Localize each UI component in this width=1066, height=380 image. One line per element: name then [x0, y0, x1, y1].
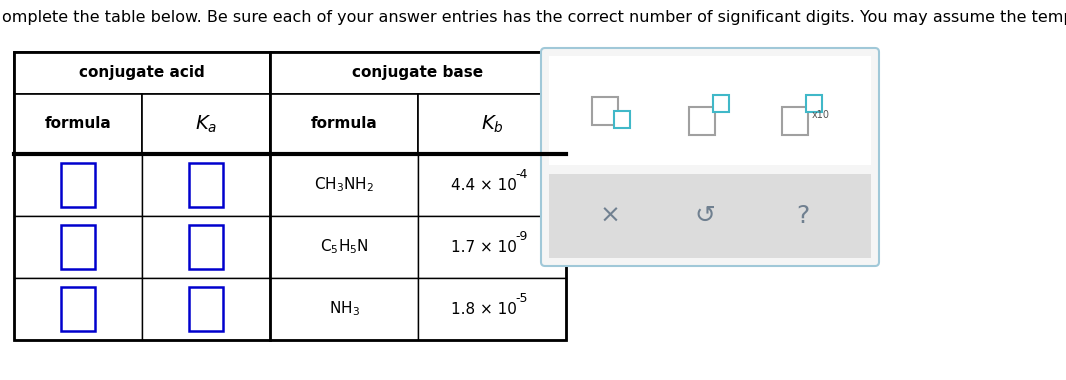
Bar: [418, 154, 566, 216]
Text: $\mathrm{NH_3}$: $\mathrm{NH_3}$: [328, 300, 359, 318]
Bar: [270, 52, 566, 94]
Bar: [782, 107, 808, 135]
Bar: [14, 52, 270, 94]
Bar: [549, 174, 871, 258]
Text: formula: formula: [45, 117, 111, 131]
Bar: [14, 94, 142, 154]
Bar: [270, 278, 418, 340]
Text: 4.4 × 10: 4.4 × 10: [451, 177, 517, 193]
Bar: [61, 225, 95, 269]
Bar: [713, 95, 729, 112]
Bar: [14, 216, 142, 278]
Text: ↺: ↺: [695, 204, 715, 228]
Text: x10: x10: [812, 109, 830, 120]
Bar: [689, 107, 715, 135]
Bar: [142, 94, 270, 154]
Text: $K_a$: $K_a$: [195, 113, 217, 135]
Bar: [592, 97, 618, 125]
Text: -9: -9: [516, 231, 528, 244]
FancyBboxPatch shape: [542, 48, 879, 266]
Text: 1.7 × 10: 1.7 × 10: [451, 239, 517, 255]
Bar: [189, 225, 223, 269]
Bar: [142, 216, 270, 278]
Bar: [189, 163, 223, 207]
Text: conjugate acid: conjugate acid: [79, 65, 205, 81]
Text: omplete the table below. Be sure each of your answer entries has the correct num: omplete the table below. Be sure each of…: [2, 10, 1066, 25]
Bar: [61, 287, 95, 331]
Bar: [270, 94, 418, 154]
Bar: [189, 287, 223, 331]
Bar: [614, 111, 630, 128]
Bar: [61, 163, 95, 207]
Bar: [270, 154, 418, 216]
Bar: [14, 154, 142, 216]
Text: ×: ×: [599, 204, 620, 228]
Bar: [418, 278, 566, 340]
Text: 1.8 × 10: 1.8 × 10: [451, 301, 517, 317]
Bar: [142, 278, 270, 340]
Bar: [418, 94, 566, 154]
Bar: [549, 56, 871, 165]
Bar: [14, 52, 566, 340]
Text: formula: formula: [310, 117, 377, 131]
Bar: [418, 216, 566, 278]
Text: $\mathrm{C_5H_5N}$: $\mathrm{C_5H_5N}$: [320, 238, 369, 256]
Text: -4: -4: [516, 168, 528, 182]
Text: -5: -5: [516, 293, 529, 306]
Text: $K_b$: $K_b$: [481, 113, 503, 135]
Text: conjugate base: conjugate base: [353, 65, 484, 81]
Bar: [142, 154, 270, 216]
Bar: [14, 278, 142, 340]
Bar: [270, 216, 418, 278]
Text: ?: ?: [796, 204, 809, 228]
Bar: [806, 95, 822, 112]
Text: $\mathrm{CH_3NH_2}$: $\mathrm{CH_3NH_2}$: [313, 176, 374, 194]
